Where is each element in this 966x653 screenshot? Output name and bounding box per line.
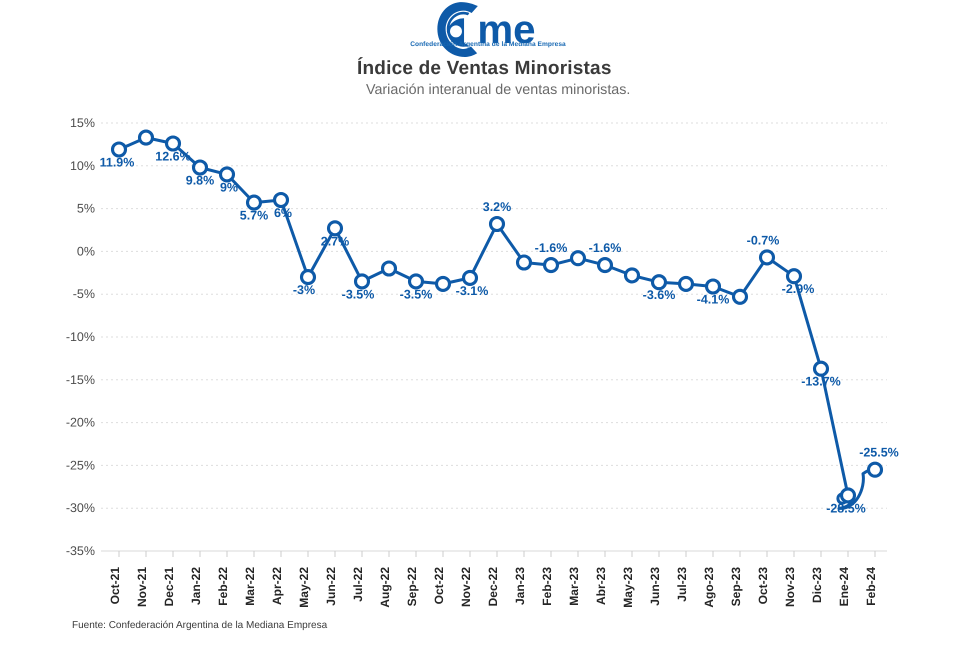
svg-text:0%: 0% [77, 244, 95, 258]
svg-text:-3.5%: -3.5% [342, 287, 375, 301]
svg-text:Oct-21: Oct-21 [108, 567, 122, 605]
svg-text:12.6%: 12.6% [155, 150, 190, 164]
svg-text:-30%: -30% [66, 501, 95, 515]
svg-text:Jun-23: Jun-23 [648, 567, 662, 606]
svg-text:6%: 6% [274, 206, 292, 220]
svg-text:Feb-22: Feb-22 [216, 567, 230, 606]
svg-text:-4.1%: -4.1% [697, 293, 730, 307]
svg-text:Jan-22: Jan-22 [189, 567, 203, 605]
svg-text:Sep-23: Sep-23 [729, 567, 743, 607]
svg-text:2.7%: 2.7% [321, 234, 350, 248]
svg-text:Jan-23: Jan-23 [513, 567, 527, 605]
svg-text:Feb-24: Feb-24 [864, 567, 878, 606]
svg-text:Jul-22: Jul-22 [351, 567, 365, 602]
svg-text:Ene-24: Ene-24 [837, 567, 851, 607]
svg-text:-20%: -20% [66, 416, 95, 430]
svg-text:Mar-22: Mar-22 [243, 567, 257, 606]
svg-text:Dec-22: Dec-22 [486, 567, 500, 607]
svg-text:-28.5%: -28.5% [826, 501, 866, 515]
svg-text:Dec-21: Dec-21 [162, 567, 176, 607]
svg-text:-0.7%: -0.7% [747, 233, 780, 247]
svg-text:-3.5%: -3.5% [400, 287, 433, 301]
svg-text:3.2%: 3.2% [483, 200, 512, 214]
svg-text:15%: 15% [70, 116, 95, 130]
svg-text:-2.9%: -2.9% [782, 282, 815, 296]
svg-text:Sep-22: Sep-22 [405, 567, 419, 607]
svg-text:-13.7%: -13.7% [801, 375, 841, 389]
svg-text:Oct-23: Oct-23 [756, 567, 770, 605]
svg-text:-3.6%: -3.6% [643, 288, 676, 302]
svg-text:9%: 9% [220, 180, 238, 194]
svg-text:Nov-22: Nov-22 [459, 567, 473, 607]
svg-text:-10%: -10% [66, 330, 95, 344]
svg-text:Aug-22: Aug-22 [378, 567, 392, 608]
svg-text:11.9%: 11.9% [100, 156, 135, 170]
svg-text:Mar-23: Mar-23 [567, 567, 581, 606]
svg-text:-1.6%: -1.6% [589, 241, 622, 255]
svg-text:-15%: -15% [66, 373, 95, 387]
svg-text:-5%: -5% [73, 287, 95, 301]
svg-text:May-22: May-22 [297, 567, 311, 608]
svg-text:Dic-23: Dic-23 [810, 567, 824, 603]
svg-text:Jul-23: Jul-23 [675, 567, 689, 602]
svg-text:Oct-22: Oct-22 [432, 567, 446, 605]
svg-text:Ago-23: Ago-23 [702, 567, 716, 608]
svg-text:Feb-23: Feb-23 [540, 567, 554, 606]
svg-text:10%: 10% [70, 159, 95, 173]
svg-text:-3%: -3% [293, 283, 315, 297]
svg-text:-25%: -25% [66, 458, 95, 472]
svg-text:-35%: -35% [66, 544, 95, 558]
svg-text:9.8%: 9.8% [186, 174, 215, 188]
svg-text:-25.5%: -25.5% [859, 446, 899, 460]
svg-text:5%: 5% [77, 202, 95, 216]
svg-text:Apr-22: Apr-22 [270, 567, 284, 605]
svg-text:5.7%: 5.7% [240, 209, 269, 223]
svg-text:-3.1%: -3.1% [456, 284, 489, 298]
svg-text:Abr-23: Abr-23 [594, 567, 608, 605]
svg-text:Nov-21: Nov-21 [135, 567, 149, 607]
svg-text:Jun-22: Jun-22 [324, 567, 338, 606]
svg-text:May-23: May-23 [621, 567, 635, 608]
svg-text:Nov-23: Nov-23 [783, 567, 797, 607]
svg-text:-1.6%: -1.6% [535, 241, 568, 255]
